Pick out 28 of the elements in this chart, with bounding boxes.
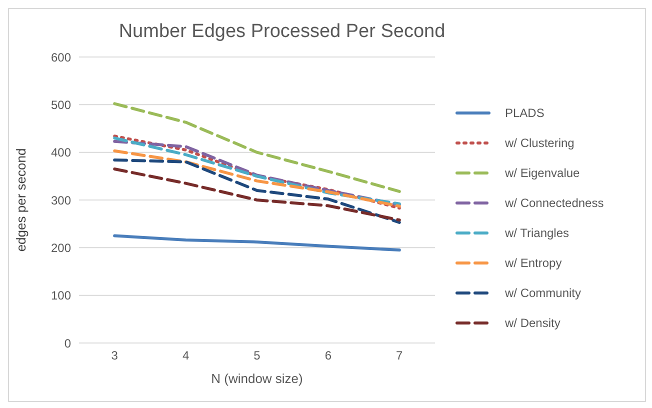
x-axis-title: N (window size) <box>211 371 303 386</box>
legend-label: w/ Connectedness <box>505 196 604 210</box>
legend-label: w/ Clustering <box>505 136 574 150</box>
x-tick-label: 7 <box>396 348 404 363</box>
chart-title: Number Edges Processed Per Second <box>118 21 446 43</box>
line-series <box>113 149 401 208</box>
legend-label: w/ Community <box>505 286 582 300</box>
x-tick-label: 6 <box>324 348 332 363</box>
x-tick-label: 3 <box>111 348 118 363</box>
y-tick-label: 300 <box>50 193 72 208</box>
x-tick-label: 5 <box>254 348 261 363</box>
legend-label: w/ Entropy <box>505 256 562 270</box>
line-series <box>113 234 401 252</box>
y-axis-title: edges per second <box>14 148 29 252</box>
y-tick-label: 500 <box>50 98 72 112</box>
line-series <box>113 168 401 222</box>
y-tick-label: 0 <box>64 336 72 350</box>
y-tick-label: 400 <box>50 146 72 160</box>
y-tick-label: 200 <box>50 240 72 255</box>
y-tick-label: 100 <box>50 288 72 303</box>
legend-label: PLADS <box>505 106 544 120</box>
y-tick-label: 600 <box>50 50 72 64</box>
legend-label: w/ Triangles <box>505 226 570 240</box>
x-tick-label: 4 <box>182 348 190 363</box>
line-series <box>113 158 401 224</box>
line-series <box>113 102 401 193</box>
legend-label: w/ Eigenvalue <box>505 166 580 180</box>
legend-label: w/ Density <box>505 316 560 330</box>
